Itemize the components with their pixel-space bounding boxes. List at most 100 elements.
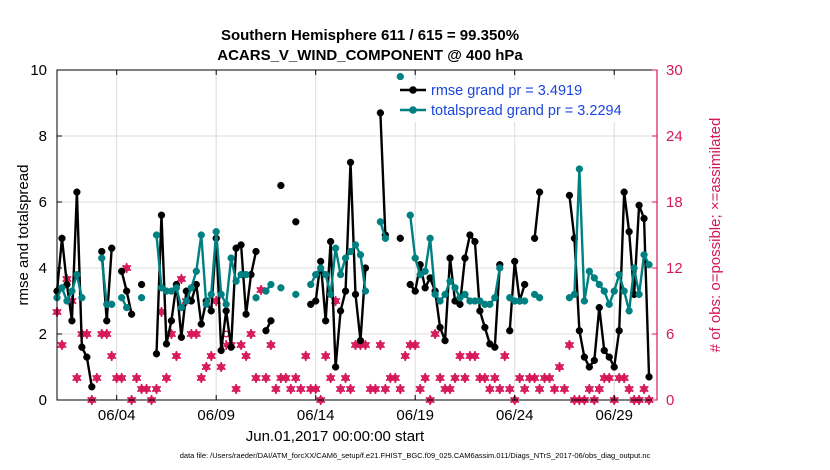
obs-assimilated-point — [72, 372, 82, 384]
totalspread-point — [232, 277, 240, 285]
rmse-point — [312, 297, 320, 305]
rmse-line-segment — [379, 112, 387, 236]
rmse-point — [88, 383, 96, 391]
y-right-tick-label: 18 — [666, 194, 683, 211]
obs-assimilated-stroke — [201, 363, 211, 371]
obs-assimilated-stroke — [415, 385, 425, 393]
rmse-point — [103, 317, 111, 325]
totalspread-point — [123, 303, 131, 312]
obs-assimilated-stroke — [216, 363, 226, 371]
obs-assimilated-stroke — [500, 352, 510, 360]
totalspread-point — [521, 297, 529, 305]
obs-assimilated-stroke — [57, 341, 67, 349]
obs-assimilated-stroke — [241, 352, 251, 360]
rmse-point — [123, 287, 131, 295]
totalspread-point — [277, 284, 285, 292]
x-tick-label: 06/14 — [297, 407, 335, 424]
obs-assimilated-point — [535, 383, 545, 395]
obs-assimilated-stroke — [559, 385, 569, 393]
obs-assimilated-point — [236, 339, 246, 351]
obs-assimilated-point — [375, 339, 385, 351]
obs-assimilated-point — [559, 383, 569, 395]
obs-assimilated-stroke — [271, 385, 281, 393]
y-right-tick-label: 24 — [666, 128, 683, 145]
obs-assimilated-point — [266, 339, 276, 351]
rmse-point — [83, 353, 91, 361]
obs-assimilated-stroke — [584, 385, 594, 393]
totalspread-point — [351, 241, 360, 249]
totalspread-point — [595, 280, 603, 289]
obs-assimilated-point — [639, 383, 649, 395]
y-right-tick-label: 0 — [666, 392, 674, 409]
totalspread-point — [187, 284, 195, 292]
totalspread-point — [242, 270, 250, 279]
totalspread-point — [346, 247, 355, 256]
rmse-line-segment — [533, 191, 541, 239]
totalspread-point — [326, 290, 335, 299]
totalspread-point — [262, 287, 270, 295]
obs-assimilated-stroke — [92, 374, 102, 382]
rmse-point — [118, 267, 126, 275]
totalspread-point — [431, 290, 439, 299]
y-left-tick-label: 10 — [30, 62, 47, 79]
obs-assimilated-stroke — [345, 385, 356, 393]
totalspread-point — [406, 211, 414, 219]
totalspread-point — [600, 287, 608, 295]
rmse-point — [421, 284, 429, 292]
rmse-point — [137, 280, 146, 289]
y-left-tick-label: 4 — [39, 260, 47, 277]
obs-assimilated-stroke — [604, 374, 614, 382]
totalspread-point — [640, 251, 648, 259]
obs-assimilated-point — [624, 383, 634, 395]
rmse-point — [177, 333, 186, 341]
totalspread-point — [575, 165, 584, 173]
rmse-point — [262, 327, 270, 335]
totalspread-point — [331, 244, 340, 252]
x-tick-label: 06/09 — [197, 407, 235, 424]
data-file-footnote: data file: /Users/raeder/DAI/ATM_forcXX/… — [180, 451, 651, 460]
obs-assimilated-stroke — [72, 374, 82, 382]
rmse-point — [600, 346, 608, 355]
obs-assimilated-stroke — [311, 385, 321, 393]
obs-assimilated-stroke — [82, 330, 92, 338]
obs-assimilated-stroke — [321, 352, 331, 360]
rmse-point — [530, 234, 539, 242]
rmse-point — [331, 363, 340, 371]
obs-assimilated-point — [380, 383, 390, 395]
totalspread-point — [312, 270, 320, 279]
totalspread-point — [108, 300, 116, 308]
obs-assimilated-point — [485, 383, 495, 395]
rmse-point — [565, 191, 574, 200]
obs-assimilated-stroke — [390, 374, 400, 382]
rmse-point — [610, 363, 618, 371]
obs-assimilated-stroke — [326, 374, 336, 382]
rmse-point — [396, 234, 404, 242]
totalspread-point — [68, 287, 76, 295]
obs-assimilated-stroke — [281, 374, 291, 382]
obs-assimilated-point — [530, 372, 540, 384]
obs-assimilated-point — [82, 328, 92, 340]
obs-assimilated-stroke — [132, 374, 142, 382]
obs-assimilated-point — [191, 328, 201, 340]
totalspread-point — [461, 290, 469, 299]
totalspread-point — [436, 297, 444, 305]
obs-assimilated-point — [395, 383, 405, 395]
obs-assimilated-stroke — [151, 385, 162, 393]
obs-assimilated-point — [455, 350, 465, 362]
rmse-point — [456, 300, 464, 308]
obs-assimilated-stroke — [251, 374, 261, 382]
obs-assimilated-point — [415, 383, 425, 395]
obs-assimilated-point — [549, 383, 560, 395]
totalspread-point — [625, 307, 633, 315]
obs-assimilated-point — [341, 372, 351, 384]
obs-assimilated-point — [515, 372, 525, 384]
totalspread-point — [192, 267, 200, 275]
obs-assimilated-stroke — [370, 385, 380, 393]
totalspread-point — [98, 254, 106, 262]
totalspread-point — [620, 287, 628, 295]
x-axis-label: Jun.01,2017 00:00:00 start — [246, 428, 425, 445]
obs-assimilated-point — [142, 383, 152, 395]
chart-title-line1: Southern Hemisphere 611 / 615 = 99.350% — [221, 27, 519, 44]
legend-rmse-marker-icon — [409, 86, 417, 94]
totalspread-point — [227, 254, 235, 262]
